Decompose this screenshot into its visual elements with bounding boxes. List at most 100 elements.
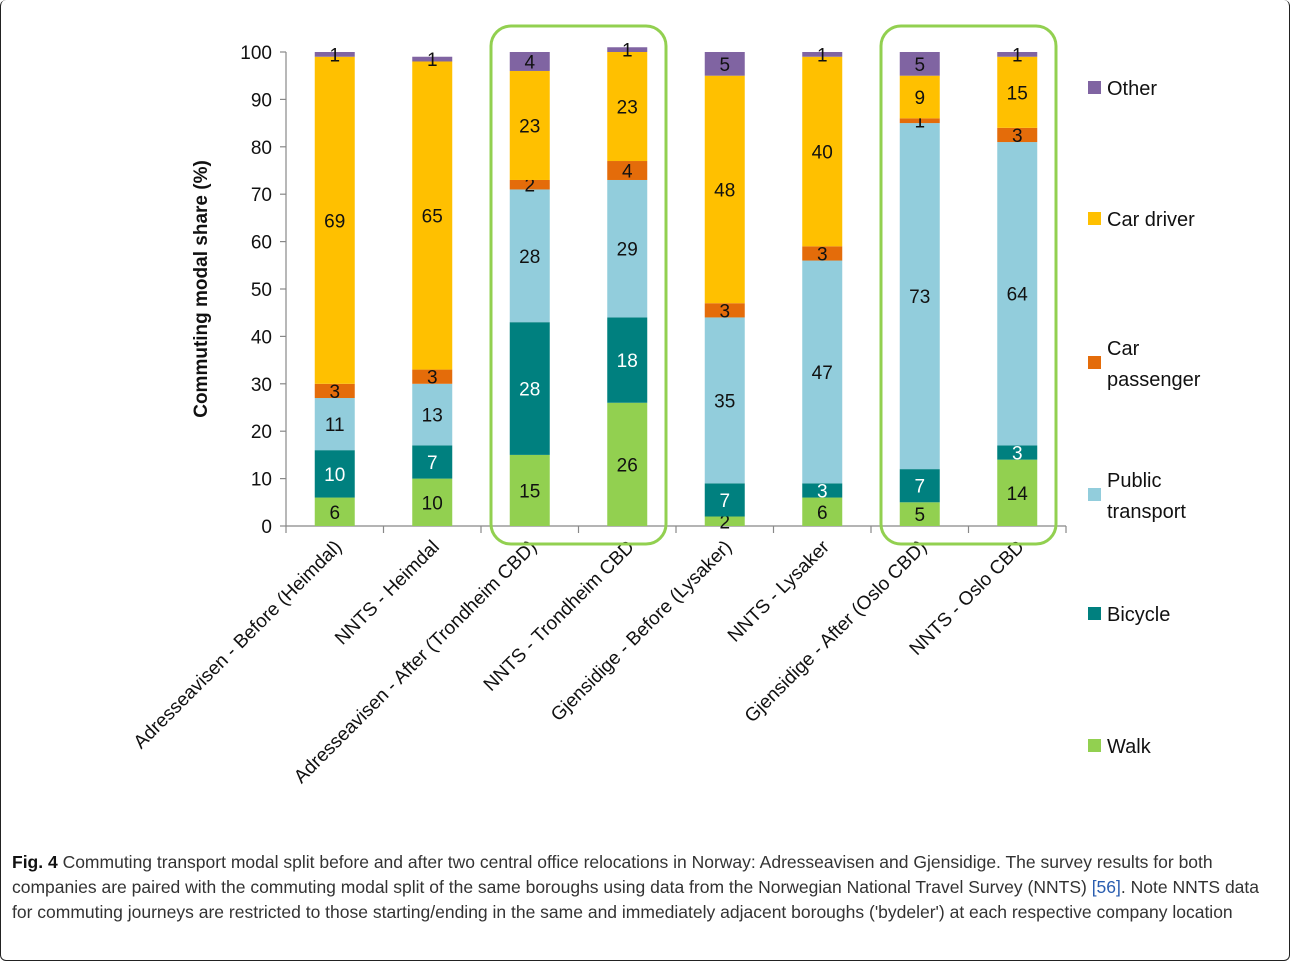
caption-text-2: . Note NNTS data for commuting journeys …	[12, 877, 1260, 922]
data-label-public-transport: 11	[325, 415, 345, 436]
bar-segment-bicycle	[412, 445, 453, 479]
data-label-car-driver: 23	[519, 116, 540, 137]
data-label-public-transport: 35	[714, 391, 735, 412]
data-label-walk: 26	[617, 455, 638, 476]
legend-swatch-public-transport	[1088, 488, 1101, 501]
data-label-walk: 6	[329, 503, 340, 524]
data-label-other: 4	[524, 52, 535, 73]
bar-segment-public-transport	[704, 317, 745, 484]
data-label-car-passenger: 1	[914, 112, 925, 133]
data-label-bicycle: 7	[719, 491, 730, 512]
x-category-label: NNTS - Heimdal	[331, 537, 444, 650]
bar-segment-bicycle	[802, 483, 843, 498]
data-label-bicycle: 7	[914, 477, 925, 498]
data-label-car-driver: 23	[617, 98, 638, 119]
data-label-public-transport: 13	[422, 406, 443, 427]
bar-segment-public-transport	[607, 179, 648, 318]
caption-reference-link[interactable]: [56]	[1091, 877, 1121, 897]
data-label-other: 1	[427, 50, 438, 71]
y-tick-label: 80	[251, 138, 272, 159]
data-label-walk: 6	[817, 503, 828, 524]
x-category-label: Adresseavisen - Before (Heimdal)	[130, 537, 346, 753]
data-label-walk: 10	[422, 493, 443, 514]
bar-segment-public-transport	[509, 189, 550, 323]
bar-segment-public-transport	[412, 383, 453, 446]
y-tick-label: 20	[251, 422, 272, 443]
bar-segment-other	[899, 52, 940, 76]
bar-segment-car-driver	[607, 52, 648, 162]
x-category-label: Gjensidige - Before (Lysaker)	[547, 537, 736, 726]
bar-segment-bicycle	[314, 450, 355, 498]
data-label-car-driver: 65	[422, 207, 443, 228]
bar-segment-walk	[997, 459, 1038, 526]
data-label-other: 1	[329, 45, 340, 66]
bar-segment-car-driver	[899, 75, 940, 119]
bar-segment-other	[607, 47, 648, 52]
legend-label-other: Other	[1107, 78, 1157, 100]
bar-segment-car-driver	[412, 61, 453, 370]
bar-segment-car-driver	[802, 56, 843, 247]
legend-label-bicycle: Bicycle	[1107, 604, 1170, 626]
stacked-bar-chart: 0 10 20 30 40 50 60 70 80 90 100 Commuting modal sh…	[130, 24, 1201, 788]
bar-segment-bicycle	[509, 322, 550, 455]
bar-segment-walk	[802, 497, 843, 526]
data-label-public-transport: 29	[617, 240, 638, 261]
bar-segment-car-passenger	[314, 383, 355, 399]
bar-segment-other	[802, 52, 843, 57]
data-label-car-driver: 9	[914, 88, 925, 109]
bar-segment-car-driver	[997, 56, 1038, 128]
bar-segment-other	[997, 52, 1038, 57]
bar-segment-walk	[412, 478, 453, 526]
y-tick-label: 60	[251, 233, 272, 254]
bar-segment-walk	[509, 454, 550, 526]
data-label-bicycle: 10	[324, 465, 345, 486]
bar-segment-car-driver	[704, 75, 745, 304]
legend-swatch-car-passenger	[1088, 356, 1101, 369]
data-label-car-driver: 48	[714, 180, 735, 201]
legend-swatch-other	[1088, 81, 1101, 94]
caption-label: Fig. 4	[12, 852, 58, 872]
data-label-public-transport: 73	[909, 287, 930, 308]
x-category-label: Gjensidige - After (Oslo CBD)	[741, 537, 931, 727]
data-label-car-driver: 15	[1007, 83, 1028, 104]
bar-segment-bicycle	[607, 317, 648, 403]
bar-segment-car-driver	[314, 56, 355, 384]
y-tick-label: 100	[240, 43, 272, 64]
data-label-car-driver: 69	[324, 211, 345, 232]
bar-segment-car-passenger	[704, 303, 745, 318]
bar-segment-car-driver	[509, 70, 550, 180]
legend-label-walk: Walk	[1107, 736, 1152, 758]
data-label-walk: 15	[519, 481, 540, 502]
bar-segment-walk	[314, 497, 355, 526]
legend-swatch-walk	[1088, 739, 1101, 752]
bar-segment-public-transport	[899, 123, 940, 470]
bar-segment-bicycle	[704, 483, 745, 517]
data-label-car-driver: 40	[812, 143, 833, 164]
data-label-bicycle: 7	[427, 453, 438, 474]
data-label-car-passenger: 3	[329, 382, 340, 403]
data-label-other: 1	[817, 45, 828, 66]
data-label-public-transport: 64	[1007, 285, 1029, 306]
data-label-car-passenger: 2	[524, 176, 535, 197]
bar-segment-public-transport	[802, 260, 843, 484]
bar-segment-other	[509, 52, 550, 71]
data-label-other: 5	[719, 55, 730, 76]
bar-segment-car-passenger	[997, 127, 1038, 143]
bar-segment-other	[412, 56, 453, 62]
bar-segment-walk	[704, 516, 745, 526]
data-label-car-passenger: 3	[817, 244, 828, 265]
y-tick-label: 70	[251, 185, 272, 206]
highlight-box	[489, 24, 668, 546]
legend-label-public-transport: Public	[1107, 470, 1161, 492]
bar-segment-walk	[607, 402, 648, 526]
bar-segment-other	[704, 52, 745, 76]
legend-swatch-car-driver	[1088, 212, 1101, 225]
data-label-other: 1	[1012, 45, 1023, 66]
data-label-bicycle: 18	[617, 351, 638, 372]
data-label-car-passenger: 4	[622, 162, 633, 183]
legend-label-public-transport: transport	[1107, 501, 1186, 523]
data-label-public-transport: 47	[812, 363, 833, 384]
bar-segment-other	[314, 52, 355, 57]
data-label-other: 5	[914, 55, 925, 76]
